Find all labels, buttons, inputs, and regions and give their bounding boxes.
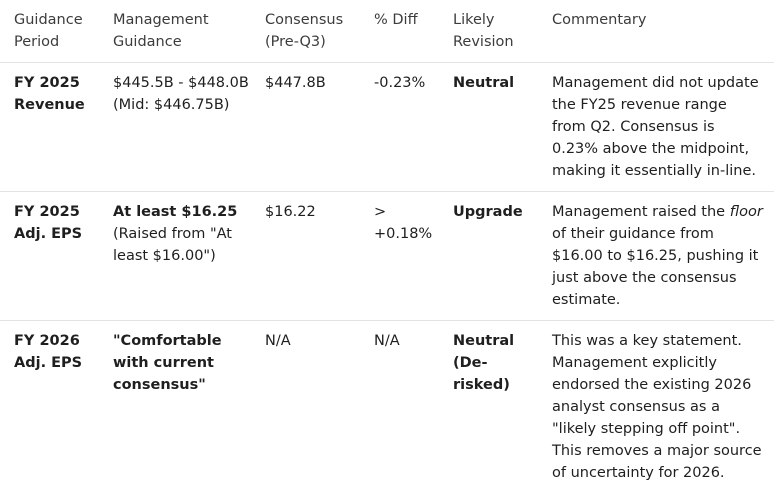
guidance: $445.5B - $448.0B (Mid: $446.75B): [113, 62, 265, 192]
diff: > +0.18%: [374, 191, 453, 321]
period: FY 2025 Revenue: [0, 62, 113, 192]
guidance-note: (Raised from "At least $16.00"): [113, 226, 232, 264]
diff: N/A: [374, 320, 453, 493]
guidance-main: At least $16.25: [113, 204, 238, 220]
period: FY 2026 Adj. EPS: [0, 320, 113, 493]
revision: Neutral: [453, 62, 552, 192]
header-cell: % Diff: [374, 12, 418, 28]
consensus: $16.22: [265, 191, 374, 321]
table-header: Guidance Period Management Guidance Cons…: [0, 0, 774, 63]
text: Management raised the: [552, 204, 730, 220]
commentary: Management did not update the FY25 reven…: [552, 62, 774, 192]
diff: -0.23%: [374, 62, 453, 192]
guidance: At least $16.25 (Raised from "At least $…: [113, 191, 265, 321]
header-cell: Management Guidance: [113, 12, 209, 50]
emphasis: floor: [729, 204, 763, 220]
commentary: Management raised the floor of their gui…: [552, 191, 774, 321]
text: of their guidance from $16.00 to $16.25,…: [552, 226, 759, 308]
header-cell: Likely Revision: [453, 12, 514, 50]
guidance: "Comfortable with current consensus": [113, 320, 265, 493]
consensus: N/A: [265, 320, 374, 493]
row: FY 2025 Adj. EPS At least $16.25 (Raised…: [0, 191, 774, 321]
revision: Upgrade: [453, 191, 552, 321]
consensus: $447.8B: [265, 62, 374, 192]
commentary: This was a key statement. Management exp…: [552, 320, 774, 493]
header-cell: Commentary: [552, 12, 647, 28]
row: FY 2026 Adj. EPS "Comfortable with curre…: [0, 320, 774, 493]
header-cell: Guidance Period: [14, 12, 83, 50]
header-row: Guidance Period Management Guidance Cons…: [0, 0, 774, 63]
header-cell: Consensus (Pre-Q3): [265, 12, 344, 50]
revision: Neutral (De-risked): [453, 320, 552, 493]
table-body: FY 2025 Revenue $445.5B - $448.0B (Mid: …: [0, 62, 774, 493]
row: FY 2025 Revenue $445.5B - $448.0B (Mid: …: [0, 62, 774, 192]
period: FY 2025 Adj. EPS: [0, 191, 113, 321]
